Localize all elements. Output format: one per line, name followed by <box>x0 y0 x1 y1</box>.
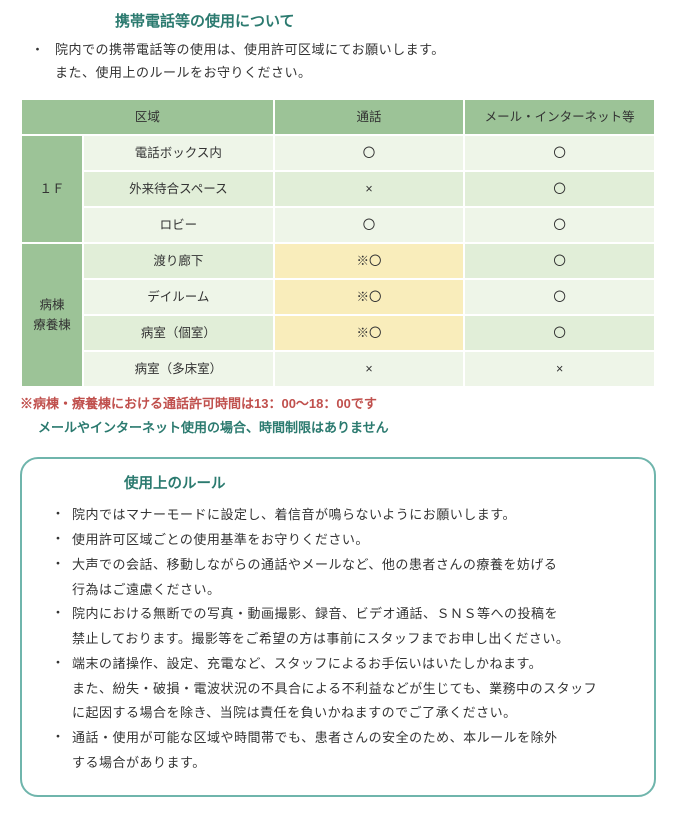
cell-zone: 電話ボックス内 <box>83 135 274 171</box>
bullet: ・ <box>44 653 72 676</box>
footnote-net: メールやインターネット使用の場合、時間制限はありません <box>38 418 656 439</box>
cell-call: × <box>274 351 465 387</box>
rule-item: ・使用許可区域ごとの使用基準をお守りください。 <box>44 529 632 552</box>
cell-call: × <box>274 171 465 207</box>
bullet <box>44 678 72 701</box>
cell-net: 〇 <box>464 135 655 171</box>
rule-item: ・端末の諸操作、設定、充電など、スタッフによるお手伝いはいたしかねます。 <box>44 653 632 676</box>
rule-text: 端末の諸操作、設定、充電など、スタッフによるお手伝いはいたしかねます。 <box>72 653 632 676</box>
rule-item: また、紛失・破損・電波状況の不具合による不利益などが生じても、業務中のスタッフ <box>44 678 632 701</box>
rule-text: 行為はご遠慮ください。 <box>72 579 632 602</box>
rule-item: ・院内ではマナーモードに設定し、着信音が鳴らないようにお願いします。 <box>44 504 632 527</box>
table-row: 病室（多床室）×× <box>21 351 655 387</box>
cell-call: ※〇 <box>274 243 465 279</box>
bullet: ・ <box>44 727 72 750</box>
cell-zone: 外来待合スペース <box>83 171 274 207</box>
row-group-label: 病棟 療養棟 <box>21 243 83 387</box>
col-zone: 区域 <box>21 99 274 135</box>
table-row: 病棟 療養棟渡り廊下※〇〇 <box>21 243 655 279</box>
cell-zone: デイルーム <box>83 279 274 315</box>
intro-line-1: ・ 院内での携帯電話等の使用は、使用許可区域にてお願いします。 <box>20 40 656 61</box>
bullet: ・ <box>44 603 72 626</box>
rule-item: に起因する場合を除き、当院は責任を負いかねますのでご了承ください。 <box>44 702 632 725</box>
cell-call: 〇 <box>274 207 465 243</box>
rule-item: する場合があります。 <box>44 752 632 775</box>
rules-box: 使用上のルール ・院内ではマナーモードに設定し、着信音が鳴らないようにお願いしま… <box>20 457 656 796</box>
table-row: ロビー〇〇 <box>21 207 655 243</box>
rule-item: ・通話・使用が可能な区域や時間帯でも、患者さんの安全のため、本ルールを除外 <box>44 727 632 750</box>
intro-line-2: また、使用上のルールをお守りください。 <box>20 63 656 84</box>
rule-text: また、紛失・破損・電波状況の不具合による不利益などが生じても、業務中のスタッフ <box>72 678 632 701</box>
footnote-hours: ※病棟・療養棟における通話許可時間は13：00～18：00です <box>20 394 656 415</box>
intro-text-2: また、使用上のルールをお守りください。 <box>55 63 656 84</box>
cell-call: 〇 <box>274 135 465 171</box>
rule-text: 使用許可区域ごとの使用基準をお守りください。 <box>72 529 632 552</box>
intro-text-1: 院内での携帯電話等の使用は、使用許可区域にてお願いします。 <box>55 40 656 61</box>
table-row: 病室（個室）※〇〇 <box>21 315 655 351</box>
col-call: 通話 <box>274 99 465 135</box>
cell-call: ※〇 <box>274 279 465 315</box>
rule-text: 院内における無断での写真・動画撮影、録音、ビデオ通話、ＳＮＳ等への投稿を <box>72 603 632 626</box>
cell-call: ※〇 <box>274 315 465 351</box>
bullet: ・ <box>44 554 72 577</box>
cell-net: 〇 <box>464 243 655 279</box>
row-group-label: １Ｆ <box>21 135 83 243</box>
table-row: １Ｆ電話ボックス内〇〇 <box>21 135 655 171</box>
bullet: ・ <box>44 529 72 552</box>
bullet: ・ <box>44 504 72 527</box>
rule-text: する場合があります。 <box>72 752 632 775</box>
bullet-spacer <box>20 63 55 84</box>
rule-item: 禁止しております。撮影等をご希望の方は事前にスタッフまでお申し出ください。 <box>44 628 632 651</box>
cell-zone: ロビー <box>83 207 274 243</box>
rule-text: に起因する場合を除き、当院は責任を負いかねますのでご了承ください。 <box>72 702 632 725</box>
cell-zone: 病室（個室） <box>83 315 274 351</box>
rule-text: 通話・使用が可能な区域や時間帯でも、患者さんの安全のため、本ルールを除外 <box>72 727 632 750</box>
page-title: 携帯電話等の使用について <box>115 10 656 34</box>
table-row: 外来待合スペース×〇 <box>21 171 655 207</box>
cell-zone: 病室（多床室） <box>83 351 274 387</box>
rule-item: ・院内における無断での写真・動画撮影、録音、ビデオ通話、ＳＮＳ等への投稿を <box>44 603 632 626</box>
col-net: メール・インターネット等 <box>464 99 655 135</box>
bullet: ・ <box>20 40 55 61</box>
table-row: デイルーム※〇〇 <box>21 279 655 315</box>
rules-list: ・院内ではマナーモードに設定し、着信音が鳴らないようにお願いします。・使用許可区… <box>44 504 632 774</box>
cell-net: 〇 <box>464 171 655 207</box>
rules-title: 使用上のルール <box>124 473 632 496</box>
rule-item: 行為はご遠慮ください。 <box>44 579 632 602</box>
bullet <box>44 702 72 725</box>
cell-net: 〇 <box>464 279 655 315</box>
usage-table: 区域 通話 メール・インターネット等 １Ｆ電話ボックス内〇〇外来待合スペース×〇… <box>20 98 656 388</box>
cell-net: × <box>464 351 655 387</box>
table-body: １Ｆ電話ボックス内〇〇外来待合スペース×〇ロビー〇〇病棟 療養棟渡り廊下※〇〇デ… <box>21 135 655 387</box>
cell-zone: 渡り廊下 <box>83 243 274 279</box>
table-header-row: 区域 通話 メール・インターネット等 <box>21 99 655 135</box>
cell-net: 〇 <box>464 315 655 351</box>
bullet <box>44 752 72 775</box>
rule-text: 禁止しております。撮影等をご希望の方は事前にスタッフまでお申し出ください。 <box>72 628 632 651</box>
rule-item: ・大声での会話、移動しながらの通話やメールなど、他の患者さんの療養を妨げる <box>44 554 632 577</box>
bullet <box>44 628 72 651</box>
rule-text: 大声での会話、移動しながらの通話やメールなど、他の患者さんの療養を妨げる <box>72 554 632 577</box>
bullet <box>44 579 72 602</box>
rule-text: 院内ではマナーモードに設定し、着信音が鳴らないようにお願いします。 <box>72 504 632 527</box>
cell-net: 〇 <box>464 207 655 243</box>
